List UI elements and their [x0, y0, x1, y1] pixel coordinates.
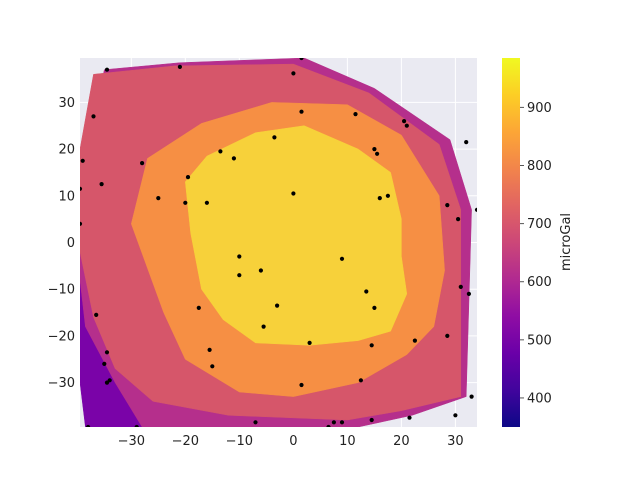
data-point: [207, 347, 212, 352]
data-point: [104, 67, 110, 72]
y-tick-label: −30: [48, 376, 75, 391]
colorbar-ticks: 400 500 600 700 800 900: [520, 101, 552, 406]
colorbar-tick-label: 500: [527, 333, 552, 348]
data-point: [375, 151, 380, 156]
data-point: [204, 200, 209, 205]
data-point: [237, 273, 242, 278]
data-point: [456, 217, 461, 222]
data-point: [404, 123, 409, 128]
colorbar-tick-label: 400: [527, 391, 552, 406]
data-point: [104, 350, 110, 355]
data-point: [445, 333, 450, 338]
data-point: [372, 305, 377, 310]
data-point: [140, 161, 145, 166]
data-point: [385, 193, 390, 198]
data-point: [299, 58, 304, 61]
data-point: [237, 254, 242, 259]
data-point: [453, 413, 458, 418]
data-point: [291, 191, 296, 196]
data-point: [210, 364, 215, 369]
data-point: [177, 64, 182, 69]
data-point: [402, 119, 407, 124]
x-tick-label: 10: [339, 434, 356, 449]
data-point: [377, 196, 382, 201]
data-point: [185, 175, 191, 180]
data-point: [339, 420, 345, 425]
data-point: [231, 156, 236, 161]
y-tick-label: 10: [58, 189, 75, 204]
data-point: [364, 289, 369, 294]
data-point: [261, 324, 266, 329]
y-tick-label: 20: [58, 143, 75, 158]
data-point: [91, 114, 96, 119]
data-point: [469, 394, 474, 399]
data-point: [466, 291, 471, 296]
data-point: [326, 424, 331, 427]
colorbar-tick-label: 700: [527, 217, 552, 232]
data-point: [358, 378, 363, 383]
data-point: [258, 268, 263, 273]
data-point: [99, 182, 104, 187]
colorbar-label: microGal: [559, 213, 574, 271]
y-tick-label: 0: [67, 236, 75, 251]
y-tick-label: −10: [48, 283, 75, 298]
colorbar-tick-label: 800: [527, 159, 552, 174]
colorbar-tick-label: 900: [527, 101, 552, 116]
data-point: [474, 207, 477, 212]
data-point: [218, 149, 223, 154]
colorbar: [502, 58, 520, 427]
y-axis-ticks: −30 −20 −10 0 10 20 30: [48, 96, 75, 391]
data-point: [458, 284, 463, 289]
data-point: [134, 424, 139, 427]
data-point: [353, 112, 358, 117]
data-point: [369, 417, 374, 423]
x-tick-label: −20: [172, 434, 199, 449]
data-point: [104, 380, 110, 385]
x-axis-ticks: −30 −20 −10 0 10 20 30: [118, 434, 464, 449]
data-point: [464, 140, 469, 145]
data-points: [80, 58, 477, 427]
data-point: [80, 186, 83, 191]
data-point: [94, 312, 99, 317]
data-point: [372, 147, 377, 152]
x-tick-label: 30: [447, 434, 464, 449]
y-tick-label: −20: [48, 329, 75, 344]
data-point: [80, 221, 83, 226]
data-point: [299, 382, 304, 388]
data-point: [102, 361, 107, 366]
data-point: [339, 256, 345, 261]
data-point: [412, 338, 417, 343]
data-point: [86, 424, 91, 427]
contour-band: [185, 125, 408, 346]
y-tick-label: 30: [58, 96, 75, 111]
data-point: [196, 305, 201, 310]
x-tick-label: 20: [393, 434, 410, 449]
data-point: [183, 200, 188, 205]
x-tick-label: −30: [118, 434, 145, 449]
data-point: [369, 343, 374, 348]
data-point: [275, 303, 280, 308]
colorbar-tick-label: 600: [527, 275, 552, 290]
data-point: [445, 203, 450, 208]
data-point: [307, 340, 312, 345]
data-point: [291, 71, 296, 76]
data-point: [253, 420, 258, 425]
data-point: [331, 420, 336, 425]
data-point: [272, 135, 277, 140]
data-point: [80, 158, 85, 163]
data-point: [407, 415, 412, 420]
x-tick-label: −10: [226, 434, 253, 449]
x-tick-label: 0: [289, 434, 297, 449]
data-point: [156, 196, 161, 201]
data-point: [299, 109, 304, 114]
